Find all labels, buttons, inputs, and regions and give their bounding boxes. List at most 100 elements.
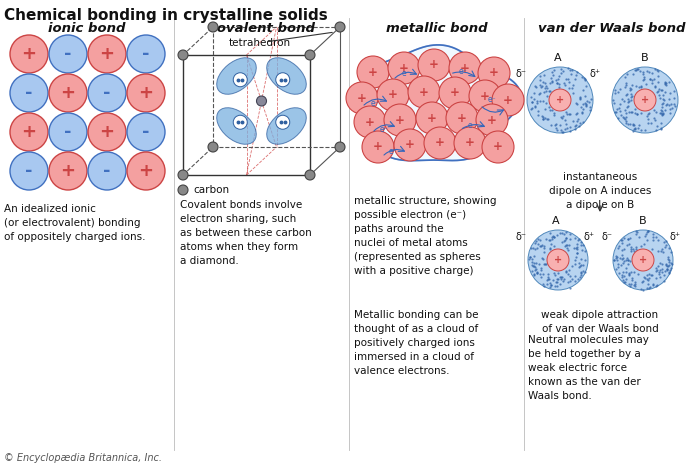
Text: e⁻: e⁻ <box>379 125 389 133</box>
Point <box>560 120 571 127</box>
Ellipse shape <box>217 108 256 144</box>
Point <box>573 263 584 271</box>
Circle shape <box>305 170 315 180</box>
Circle shape <box>127 152 165 190</box>
Point <box>530 238 541 245</box>
Circle shape <box>305 50 315 60</box>
Point <box>528 262 540 269</box>
Text: +: + <box>139 84 153 102</box>
Point <box>642 275 653 283</box>
Text: +: + <box>405 138 415 151</box>
Point <box>542 270 554 277</box>
Point <box>622 260 634 267</box>
Point <box>607 96 618 103</box>
Circle shape <box>454 127 486 159</box>
Point <box>540 82 552 90</box>
Circle shape <box>178 170 188 180</box>
Text: +: + <box>487 113 497 126</box>
Point <box>537 116 548 123</box>
Point <box>545 283 556 291</box>
Point <box>563 271 574 278</box>
Point <box>556 229 568 237</box>
Point <box>529 82 540 90</box>
Text: +: + <box>427 112 437 125</box>
Point <box>655 87 666 94</box>
Circle shape <box>10 35 48 73</box>
Point <box>563 278 574 286</box>
Point <box>574 263 585 270</box>
Point <box>559 125 570 132</box>
Point <box>615 108 626 115</box>
Point <box>529 263 540 271</box>
Point <box>534 72 545 79</box>
Point <box>663 269 674 276</box>
Text: δ⁻: δ⁻ <box>601 232 612 242</box>
Point <box>650 82 661 90</box>
Point <box>652 87 664 94</box>
Circle shape <box>276 73 290 87</box>
Point <box>621 81 632 88</box>
Point <box>624 270 635 278</box>
Point <box>626 244 637 251</box>
Point <box>622 254 633 261</box>
Point <box>643 116 654 123</box>
Point <box>580 82 592 89</box>
Point <box>650 117 661 124</box>
Point <box>640 232 651 240</box>
Point <box>528 259 539 266</box>
Point <box>542 275 553 282</box>
Text: +: + <box>556 95 564 105</box>
Point <box>612 114 624 122</box>
Point <box>548 233 559 241</box>
Point <box>624 280 635 287</box>
Point <box>648 233 659 240</box>
Point <box>575 238 587 246</box>
Point <box>659 267 671 274</box>
Point <box>537 242 548 249</box>
Text: e⁻: e⁻ <box>458 67 468 75</box>
Point <box>609 257 620 264</box>
Text: -: - <box>142 45 150 63</box>
Point <box>654 109 665 117</box>
Point <box>559 82 570 89</box>
Point <box>564 278 575 285</box>
Point <box>544 229 555 237</box>
Point <box>539 85 550 92</box>
Point <box>545 244 556 252</box>
Point <box>619 114 630 122</box>
Point <box>569 75 580 83</box>
Point <box>654 259 665 267</box>
Point <box>636 83 647 90</box>
Point <box>564 84 575 92</box>
Text: -: - <box>104 84 111 102</box>
Point <box>636 109 647 117</box>
Point <box>657 248 668 256</box>
Point <box>577 241 588 249</box>
Text: +: + <box>554 255 562 265</box>
Point <box>557 113 568 120</box>
Point <box>643 227 654 234</box>
Circle shape <box>354 106 386 138</box>
Point <box>570 72 581 79</box>
Point <box>572 116 583 123</box>
Point <box>631 82 642 90</box>
Point <box>663 78 674 85</box>
Point <box>560 242 571 249</box>
Point <box>553 275 564 283</box>
Point <box>650 274 662 282</box>
Point <box>554 273 566 281</box>
Point <box>577 73 588 81</box>
Point <box>569 257 580 264</box>
Point <box>580 75 591 83</box>
Point <box>656 100 667 107</box>
Point <box>564 284 575 291</box>
Polygon shape <box>361 45 521 161</box>
Point <box>576 109 587 116</box>
Point <box>643 274 655 282</box>
Point <box>636 242 647 250</box>
Point <box>545 237 556 244</box>
Point <box>665 109 676 116</box>
Point <box>561 75 572 82</box>
Text: +: + <box>388 88 398 101</box>
Point <box>664 269 675 277</box>
